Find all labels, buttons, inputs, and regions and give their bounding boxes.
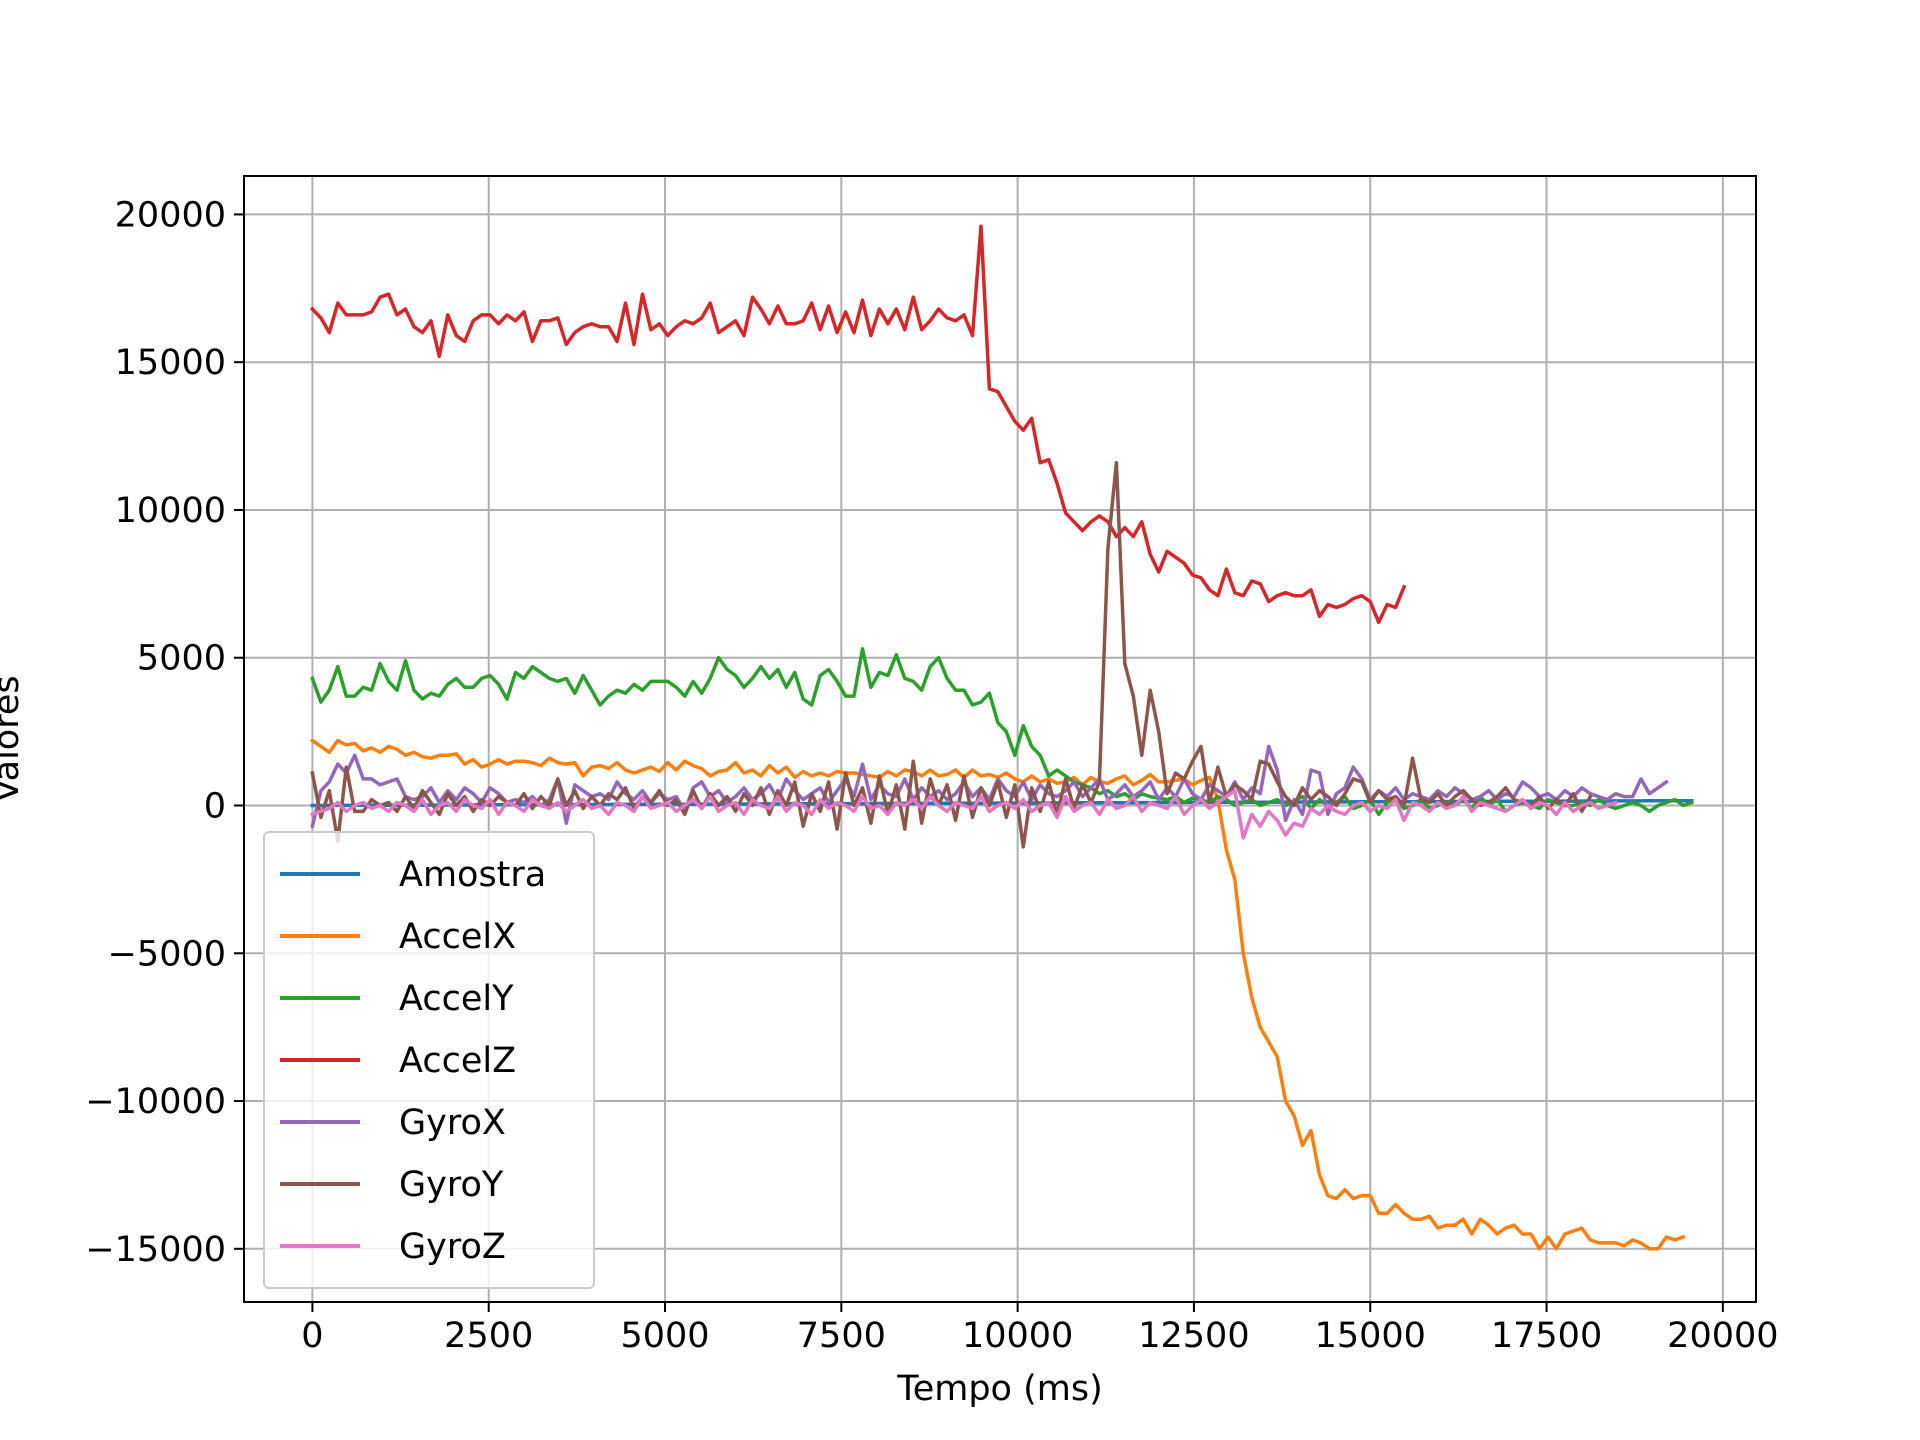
series-line-accelz: [309, 224, 1407, 625]
x-axis-title: Tempo (ms): [896, 1369, 1102, 1409]
x-tick-label: 5000: [620, 1316, 709, 1356]
x-tick-label: 20000: [1667, 1316, 1778, 1356]
x-tick-label: 10000: [962, 1316, 1073, 1356]
legend-box: [263, 831, 595, 1289]
y-axis-title: Valores: [0, 675, 27, 802]
y-tick-label: 0: [204, 786, 226, 826]
y-tick-label: 10000: [115, 491, 226, 531]
x-tick-label: 17500: [1491, 1316, 1602, 1356]
x-tick-label: 12500: [1138, 1316, 1249, 1356]
y-tick-label: −15000: [85, 1230, 226, 1270]
legend-label: Amostra: [399, 855, 546, 895]
x-tick-label: 2500: [444, 1316, 533, 1356]
series-line-gyroz: [310, 788, 1618, 840]
y-tick-label: −10000: [85, 1082, 226, 1122]
y-tick-label: −5000: [108, 934, 226, 974]
x-tick-label: 15000: [1315, 1316, 1426, 1356]
y-tick-label: 15000: [115, 343, 226, 383]
x-tick-label: 0: [301, 1316, 323, 1356]
legend-label: AccelZ: [399, 1041, 516, 1081]
x-axis: 0 2500 5000 7500 10000 12500 15000 17500 20000: [301, 1302, 1779, 1356]
legend-label: GyroX: [399, 1103, 506, 1143]
legend-label: AccelX: [399, 917, 516, 957]
x-tick-label: 7500: [797, 1316, 886, 1356]
grid: [244, 176, 1756, 1302]
legend-label: GyroZ: [399, 1227, 506, 1267]
y-tick-label: 5000: [137, 639, 226, 679]
legend: Amostra AccelX AccelY AccelZ GyroX GyroY GyroZ: [263, 831, 595, 1289]
axes-frame: [243, 175, 1757, 1303]
series-layer: [309, 224, 1695, 1251]
legend-label: AccelY: [399, 979, 514, 1019]
y-tick-label: 20000: [115, 195, 226, 235]
series-line-gyroy: [310, 460, 1593, 849]
legend-label: GyroY: [399, 1165, 504, 1205]
y-axis: −15000 −10000 −5000 0 5000 10000 15000 20000: [85, 195, 244, 1270]
